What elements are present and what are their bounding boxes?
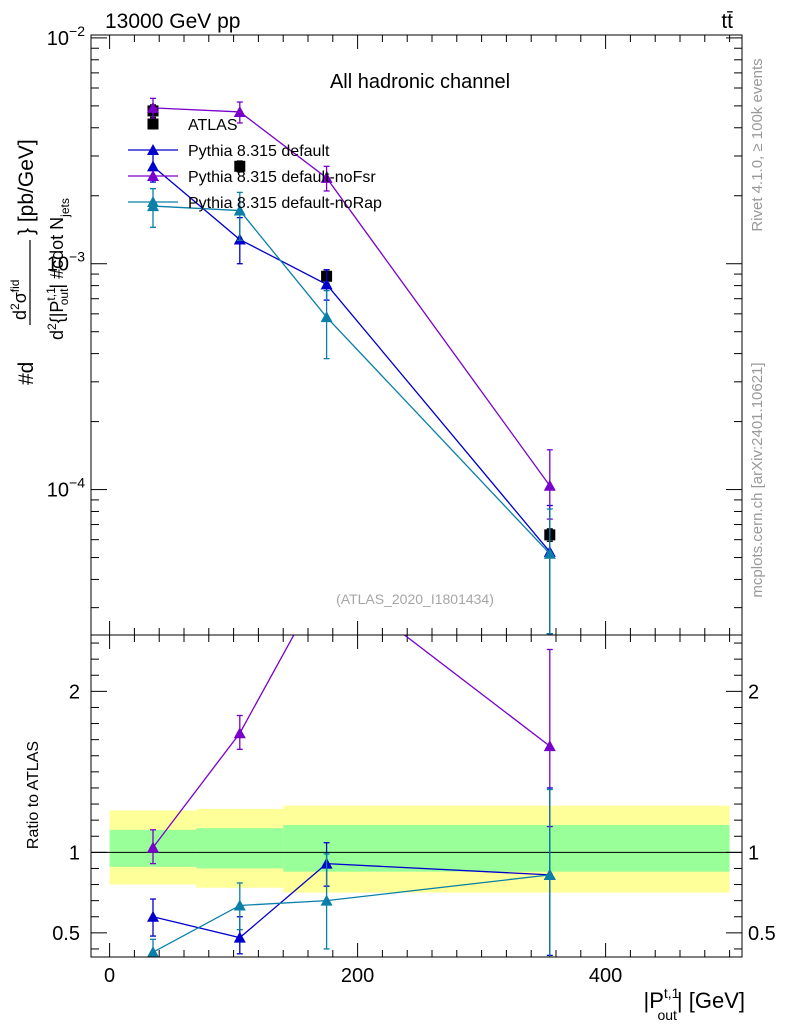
legend-atlas-label: ATLAS bbox=[188, 117, 238, 134]
ylabel-den-cdot: | #cdot N bbox=[47, 217, 67, 289]
ytick-label-main: 10−3 bbox=[47, 249, 85, 276]
legend-pythia-8-315-default-label: Pythia 8.315 default bbox=[188, 143, 330, 160]
ytick-label-ratio-left: 2 bbox=[69, 681, 80, 703]
svg-text:#d: #d bbox=[15, 362, 38, 385]
ratio-pythia-8-315-default-norap-point bbox=[147, 946, 159, 957]
ytick-label-ratio-left: 0.5 bbox=[52, 923, 80, 945]
xlabel-out: out bbox=[657, 1007, 677, 1023]
series-pythia-8-315-default-norap-point bbox=[543, 547, 556, 559]
legend-pythia-8-315-default-marker bbox=[147, 144, 159, 155]
ylabel-den-t1: t,1 bbox=[44, 287, 58, 301]
legend-pythia-8-315-default-nofsr-label: Pythia 8.315 default-noFsr bbox=[188, 169, 376, 186]
main-title: All hadronic channel bbox=[330, 71, 510, 93]
xlabel-t1: t,1 bbox=[664, 985, 680, 1001]
series-pythia-8-315-default-norap-point bbox=[320, 311, 333, 323]
svg-text:d2{|Pt,1out| #cdot Njets: d2{|Pt,1out| #cdot Njets bbox=[44, 198, 72, 340]
ratio-pythia-8-315-default-nofsr-point bbox=[543, 740, 556, 752]
uncertainty-band-green bbox=[196, 828, 284, 869]
series-pythia-8-315-default-norap-point bbox=[233, 204, 246, 216]
ytick-label-main: 10−2 bbox=[47, 23, 85, 50]
legend-atlas-marker bbox=[147, 118, 159, 130]
ylabel-den-2: 2 bbox=[45, 323, 59, 330]
xtick-label: 0 bbox=[104, 965, 115, 987]
ytick-label-ratio-right: 2 bbox=[748, 681, 759, 703]
ytick-label-main: 10−4 bbox=[47, 475, 85, 502]
ratio-panel: 0 200 400 0.5 0.5 1 1 2 2 bbox=[52, 569, 776, 987]
ytick-label-ratio-right: 1 bbox=[748, 842, 759, 864]
ratio-pythia-8-315-default-nofsr-point bbox=[321, 569, 333, 580]
ylabel-num-d: d bbox=[10, 310, 30, 320]
header-right: tt̄ bbox=[721, 10, 733, 33]
ylabel-unit: } [pb/GeV] bbox=[15, 139, 38, 235]
ratio-series-group bbox=[147, 569, 556, 957]
ylabel-num-fid: fid bbox=[8, 280, 22, 293]
ylabel-den-p: {|P bbox=[47, 301, 67, 324]
series-atlas-point bbox=[234, 160, 246, 172]
ratio-pythia-8-315-default-nofsr-point bbox=[147, 841, 159, 853]
series-pythia-8-315-default-norap-line bbox=[152, 205, 551, 555]
xlabel-unit: | [GeV] bbox=[677, 988, 745, 1013]
ylabel-num-2: 2 bbox=[8, 303, 22, 310]
ratio-pythia-8-315-default-line bbox=[152, 862, 550, 939]
legend-pythia-8-315-default-norap-label: Pythia 8.315 default-noRap bbox=[188, 195, 382, 212]
ratio-pythia-8-315-default-point bbox=[233, 931, 246, 943]
svg-text:d2σfid: d2σfid bbox=[8, 280, 30, 321]
ratio-pythia-8-315-default-nofsr-line bbox=[152, 635, 551, 848]
ratio-xlabel: |Pt,1 out| [GeV] bbox=[643, 985, 745, 1023]
ratio-pythia-8-315-default-norap-point bbox=[320, 894, 333, 906]
xtick-label: 200 bbox=[341, 965, 374, 987]
main-panel: 10−2 10−3 10−4 bbox=[47, 23, 742, 635]
series-pythia-8-315-default-nofsr-line bbox=[152, 107, 551, 487]
ratio-pythia-8-315-default-nofsr-point bbox=[233, 727, 246, 739]
ylabel-den-d: d bbox=[47, 330, 67, 340]
ratio-pythia-8-315-default-point bbox=[147, 910, 159, 922]
series-pythia-8-315-default-point bbox=[147, 160, 159, 172]
xlabel-p: |P bbox=[643, 988, 663, 1013]
uncertainty-band-green bbox=[283, 824, 730, 872]
legend-pythia-8-315-default-nofsr-marker bbox=[147, 170, 159, 181]
legend-pythia-8-315-default-norap-marker bbox=[147, 196, 159, 207]
ratio-ylabel: Ratio to ATLAS bbox=[25, 741, 42, 849]
ratio-pythia-8-315-default-norap-line bbox=[152, 874, 550, 953]
mcplots-label: mcplots.cern.ch [arXiv:2401.10621] bbox=[749, 362, 766, 597]
xtick-label: 400 bbox=[589, 965, 622, 987]
series-pythia-8-315-default-nofsr-point bbox=[320, 171, 333, 183]
rivet-label: Rivet 4.1.0, ≥ 100k events bbox=[749, 58, 766, 231]
ylabel-den-jets: jets bbox=[58, 198, 72, 218]
ytick-label-ratio-left: 1 bbox=[69, 842, 80, 864]
header-left: 13000 GeV pp bbox=[105, 10, 240, 33]
series-pythia-8-315-default-nofsr-point bbox=[233, 105, 246, 117]
ratio-frame bbox=[90, 634, 743, 958]
series-pythia-8-315-default-nofsr-point bbox=[147, 101, 159, 113]
series-pythia-8-315-default-point bbox=[320, 278, 333, 290]
watermark: (ATLAS_2020_I1801434) bbox=[336, 591, 494, 607]
ylabel-den-out: out bbox=[57, 288, 71, 305]
ratio-pythia-8-315-default-norap-point bbox=[543, 868, 556, 880]
ratio-pythia-8-315-default-norap-point bbox=[233, 899, 246, 911]
series-pythia-8-315-default-nofsr-point bbox=[543, 479, 556, 491]
svg-text:} [pb/GeV]: } [pb/GeV] bbox=[15, 139, 38, 235]
legend: ATLAS Pythia 8.315 default Pythia 8.315 de… bbox=[128, 117, 382, 212]
ylabel-num-sigma: σ bbox=[10, 292, 30, 303]
main-ylabel: #d d2σfid d2{|Pt,1out| #cdot Njets } [pb… bbox=[8, 139, 72, 385]
ylabel-d: #d bbox=[15, 362, 38, 385]
series-pythia-8-315-default-line bbox=[152, 165, 551, 553]
ytick-label-ratio-right: 0.5 bbox=[748, 923, 776, 945]
